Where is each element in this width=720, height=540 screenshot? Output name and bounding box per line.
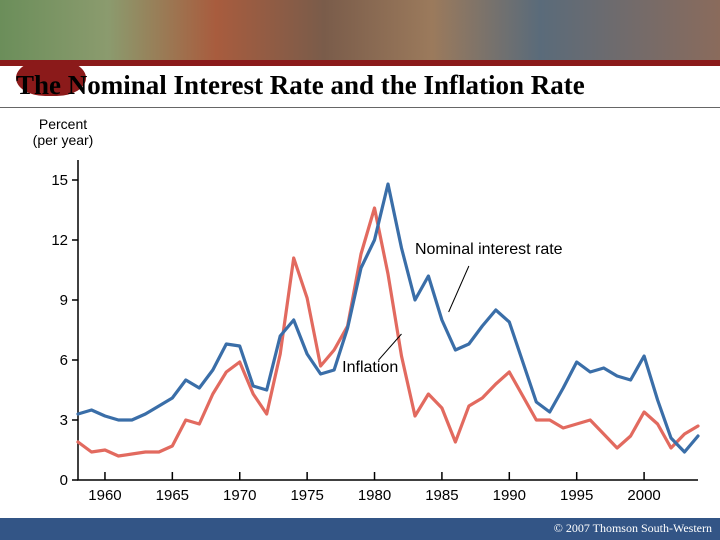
svg-text:1965: 1965: [156, 487, 189, 504]
y-axis-label: Percent (per year): [18, 116, 108, 148]
svg-text:1995: 1995: [560, 487, 593, 504]
svg-text:3: 3: [60, 412, 68, 429]
svg-text:0: 0: [60, 472, 68, 489]
svg-text:1975: 1975: [290, 487, 323, 504]
line-chart: 0 3 6 9 12 15 1960 1965 1970 1975 1980 1985 1990 1995…: [18, 154, 702, 514]
svg-text:15: 15: [51, 172, 68, 189]
svg-text:Nominal interest rate: Nominal interest rate: [415, 241, 563, 258]
svg-text:6: 6: [60, 352, 68, 369]
y-axis-label-line2: (per year): [33, 132, 94, 148]
svg-text:1985: 1985: [425, 487, 458, 504]
footer-copyright: © 2007 Thomson South-Western: [0, 518, 720, 540]
svg-text:12: 12: [51, 232, 68, 249]
svg-text:1980: 1980: [358, 487, 391, 504]
svg-text:9: 9: [60, 292, 68, 309]
svg-text:1970: 1970: [223, 487, 256, 504]
header-banner-image: [0, 0, 720, 60]
title-row: The Nominal Interest Rate and the Inflat…: [0, 66, 720, 108]
page-title: The Nominal Interest Rate and the Inflat…: [16, 70, 585, 101]
svg-text:Inflation: Inflation: [342, 359, 398, 376]
y-axis-label-line1: Percent: [39, 116, 87, 132]
svg-text:1990: 1990: [493, 487, 526, 504]
svg-text:2000: 2000: [627, 487, 660, 504]
chart-container: Percent (per year) 0 3 6 9 12 15 1960 1965 1970 1…: [18, 116, 702, 514]
svg-text:1960: 1960: [88, 487, 121, 504]
